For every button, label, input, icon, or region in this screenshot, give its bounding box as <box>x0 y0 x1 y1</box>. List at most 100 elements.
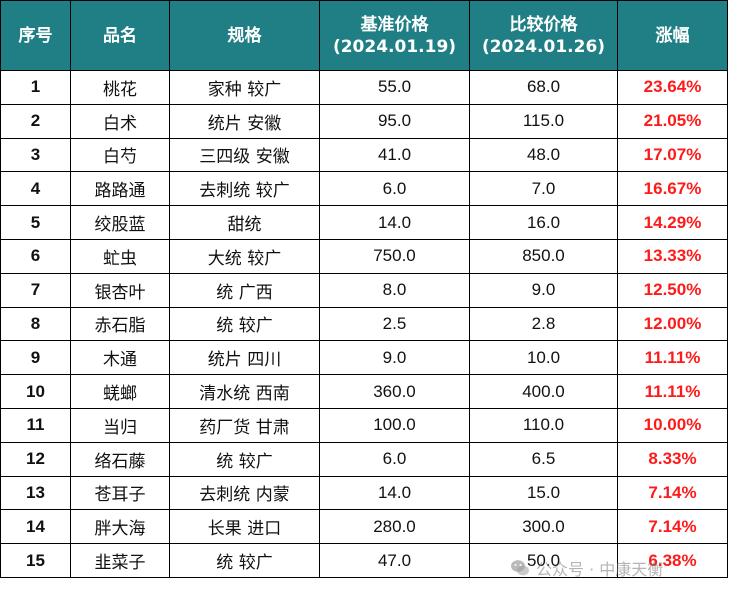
cell-compare-price: 68.0 <box>469 70 618 105</box>
cell-spec: 家种 较广 <box>169 70 320 105</box>
cell-name: 路路通 <box>70 171 170 207</box>
header-compare-price: 比较价格 (2024.01.26) <box>469 0 618 71</box>
cell-spec: 统 广西 <box>169 272 320 308</box>
table-row: 1 桃花 家种 较广 55.0 68.0 23.64% <box>0 70 728 105</box>
cell-base-price: 6.0 <box>319 441 470 477</box>
cell-base-price: 55.0 <box>319 70 470 105</box>
header-change: 涨幅 <box>617 0 728 71</box>
cell-change: 16.67% <box>617 171 728 207</box>
cell-compare-price: 400.0 <box>469 374 618 409</box>
table-row: 12 络石藤统 较广 6.0 6.5 8.33% <box>0 441 728 477</box>
cell-spec: 长果 进口 <box>169 509 320 545</box>
cell-change: 11.11% <box>617 374 728 409</box>
cell-spec: 统 较广 <box>169 441 320 477</box>
header-compare-price-label: 比较价格 <box>509 14 578 35</box>
cell-compare-price: 115.0 <box>469 103 618 139</box>
cell-name: 苍耳子 <box>70 475 170 511</box>
table-row: 10 蜣螂 清水统 西南 360.0 400.0 11.11% <box>0 374 728 409</box>
cell-name: 胖大海 <box>70 509 170 545</box>
cell-index: 7 <box>0 272 71 308</box>
cell-change: 13.33% <box>617 238 728 274</box>
cell-spec: 统片 四川 <box>169 340 320 376</box>
table-row: 2 白术 统片 安徽 95.0 115.0 21.05% <box>0 103 728 139</box>
cell-change: 12.50% <box>617 272 728 308</box>
cell-spec: 大统 较广 <box>169 238 320 274</box>
cell-compare-price: 2.8 <box>469 306 618 342</box>
cell-compare-price: 850.0 <box>469 238 618 274</box>
cell-compare-price: 300.0 <box>469 509 618 545</box>
cell-base-price: 47.0 <box>319 543 470 578</box>
header-row: 序号 品名 规格 基准价格 (2024.01.19) 比较价格 (2024.01… <box>0 0 728 71</box>
table-row: 13 苍耳子 去刺统 内蒙 14.0 15.0 7.14% <box>0 475 728 511</box>
cell-base-price: 9.0 <box>319 340 470 376</box>
cell-compare-price: 6.5 <box>469 441 618 477</box>
cell-base-price: 14.0 <box>319 205 470 240</box>
cell-base-price: 360.0 <box>319 374 470 409</box>
cell-index: 11 <box>0 407 71 443</box>
cell-change: 12.00% <box>617 306 728 342</box>
cell-index: 1 <box>0 70 71 105</box>
cell-index: 4 <box>0 171 71 207</box>
cell-index: 2 <box>0 103 71 139</box>
table-body: 1 桃花 家种 较广 55.0 68.0 23.64% 2 白术 统片 安徽 95.0 115.0 2… <box>0 70 728 578</box>
header-base-price-label: 基准价格 <box>360 14 429 35</box>
cell-spec: 去刺统 内蒙 <box>169 475 320 511</box>
cell-index: 9 <box>0 340 71 376</box>
cell-base-price: 95.0 <box>319 103 470 139</box>
header-base-price-date: (2024.01.19) <box>332 36 457 57</box>
header-index: 序号 <box>0 0 71 71</box>
header-spec: 规格 <box>169 0 320 71</box>
cell-change: 7.14% <box>617 475 728 511</box>
header-compare-price-date: (2024.01.26) <box>481 36 606 57</box>
cell-compare-price: 50.0 <box>469 543 618 578</box>
cell-base-price: 41.0 <box>319 137 470 173</box>
cell-index: 12 <box>0 441 71 477</box>
cell-base-price: 14.0 <box>319 475 470 511</box>
header-name: 品名 <box>70 0 170 71</box>
cell-name: 赤石脂 <box>70 306 170 342</box>
cell-index: 8 <box>0 306 71 342</box>
cell-change: 23.64% <box>617 70 728 105</box>
cell-base-price: 750.0 <box>319 238 470 274</box>
cell-index: 14 <box>0 509 71 545</box>
table-row: 14 胖大海 长果 进口 280.0 300.0 7.14% <box>0 509 728 545</box>
cell-base-price: 8.0 <box>319 272 470 308</box>
cell-spec: 去刺统 较广 <box>169 171 320 207</box>
cell-name: 白芍 <box>70 137 170 173</box>
table-row: 7 银杏叶统 广西 8.0 9.0 12.50% <box>0 272 728 308</box>
cell-base-price: 100.0 <box>319 407 470 443</box>
cell-base-price: 2.5 <box>319 306 470 342</box>
cell-index: 10 <box>0 374 71 409</box>
cell-compare-price: 10.0 <box>469 340 618 376</box>
price-change-table: 序号 品名 规格 基准价格 (2024.01.19) 比较价格 (2024.01… <box>0 0 728 578</box>
table-row: 4 路路通 去刺统 较广 6.0 7.0 16.67% <box>0 171 728 207</box>
table-row: 3 白芍 三四级 安徽 41.0 48.0 17.07% <box>0 137 728 173</box>
cell-index: 15 <box>0 543 71 578</box>
table-header: 序号 品名 规格 基准价格 (2024.01.19) 比较价格 (2024.01… <box>0 0 728 71</box>
table-row: 15 韭菜子统 较广 47.0 50.0 6.38% <box>0 543 728 578</box>
cell-name: 韭菜子 <box>70 543 170 578</box>
cell-name: 木通 <box>70 340 170 376</box>
cell-base-price: 280.0 <box>319 509 470 545</box>
table-row: 11 当归 药厂货 甘肃 100.0 110.0 10.00% <box>0 407 728 443</box>
table-row: 5 绞股蓝 甜统 14.0 16.0 14.29% <box>0 205 728 240</box>
cell-compare-price: 110.0 <box>469 407 618 443</box>
cell-name: 白术 <box>70 103 170 139</box>
cell-index: 13 <box>0 475 71 511</box>
cell-compare-price: 48.0 <box>469 137 618 173</box>
table-row: 8 赤石脂统 较广 2.5 2.8 12.00% <box>0 306 728 342</box>
cell-index: 3 <box>0 137 71 173</box>
cell-name: 当归 <box>70 407 170 443</box>
header-base-price: 基准价格 (2024.01.19) <box>319 0 470 71</box>
cell-spec: 统 较广 <box>169 306 320 342</box>
cell-index: 6 <box>0 238 71 274</box>
cell-name: 绞股蓝 <box>70 205 170 240</box>
cell-change: 10.00% <box>617 407 728 443</box>
cell-name: 银杏叶 <box>70 272 170 308</box>
cell-compare-price: 15.0 <box>469 475 618 511</box>
cell-name: 络石藤 <box>70 441 170 477</box>
cell-spec: 药厂货 甘肃 <box>169 407 320 443</box>
cell-compare-price: 9.0 <box>469 272 618 308</box>
cell-base-price: 6.0 <box>319 171 470 207</box>
cell-spec: 清水统 西南 <box>169 374 320 409</box>
